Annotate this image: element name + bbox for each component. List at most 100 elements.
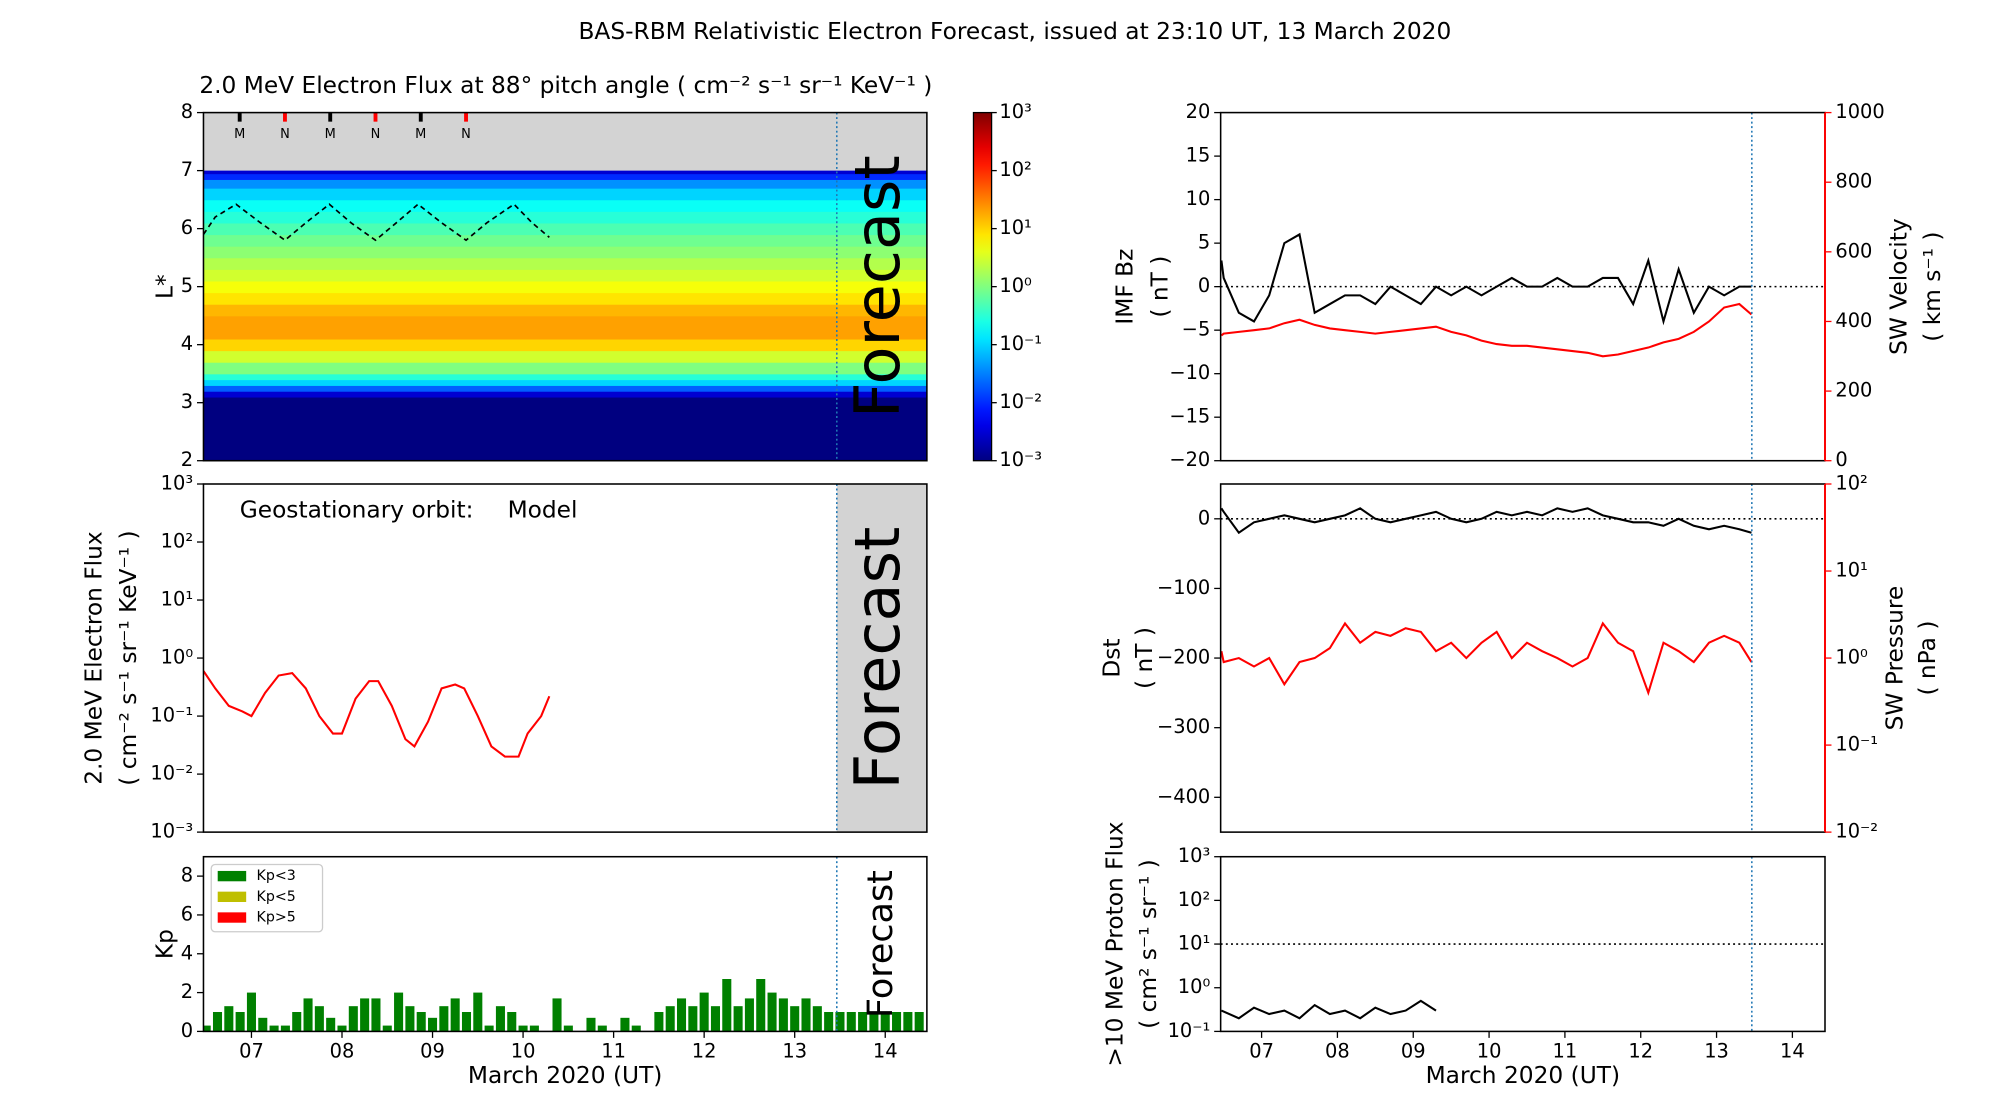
kp-bar	[767, 992, 777, 1032]
series-line	[1220, 302, 1753, 358]
mn-marker-label: N	[280, 127, 290, 142]
kp-bar	[280, 1025, 290, 1032]
y-tick-label: 8	[181, 100, 193, 123]
kp-bar	[676, 998, 687, 1032]
forecast-label: Forecast	[841, 155, 914, 418]
colorbar-tick-label: 10⁻¹	[999, 332, 1042, 355]
kp-bar	[337, 1025, 347, 1032]
y2-axis-label: ( nPa )	[1914, 621, 1941, 696]
y-tick-label: −10	[1169, 361, 1210, 384]
no-data-region	[203, 112, 927, 171]
kp-bar	[495, 1006, 505, 1032]
kp-bar	[269, 1025, 279, 1032]
y-axis-label: 2.0 MeV Electron Flux	[80, 531, 107, 785]
y-tick-label: 3	[181, 390, 193, 413]
y2-axis-label: SW Pressure	[1882, 586, 1909, 731]
kp-bar	[892, 1012, 902, 1032]
figure-title: BAS-RBM Relativistic Electron Forecast, …	[578, 18, 1451, 45]
kp-bar	[812, 1006, 822, 1032]
kp-bar	[620, 1017, 630, 1032]
legend-label: Kp<5	[257, 889, 296, 905]
kp-bar	[654, 1012, 664, 1032]
y-tick-label: 10⁻¹	[150, 704, 193, 727]
y-tick-label: 20	[1186, 100, 1211, 123]
heatmap-cell	[203, 257, 927, 270]
y-tick-label: 10¹	[1178, 932, 1210, 955]
y2-tick-label: 10⁻²	[1835, 820, 1878, 843]
kp-bar	[552, 998, 562, 1032]
mn-marker-label: N	[461, 127, 471, 142]
y-axis-label: ( cm⁻² s⁻¹ sr⁻¹ KeV⁻¹ )	[115, 530, 142, 785]
panel-title: 2.0 MeV Electron Flux at 88° pitch angle…	[199, 72, 932, 99]
kp-bar	[756, 979, 766, 1032]
kp-bar	[212, 1012, 223, 1032]
colorbar-tick-label: 10¹	[999, 216, 1031, 239]
heatmap-cell	[203, 211, 927, 224]
heatmap-cell	[203, 234, 927, 247]
mn-marker-label: M	[325, 127, 336, 142]
heatmap-cell	[203, 338, 927, 352]
kp-bar	[597, 1025, 607, 1032]
x-tick-label: 10	[1477, 1040, 1502, 1063]
kp-bar	[914, 1012, 924, 1032]
y-tick-label: 10³	[161, 472, 193, 495]
series-line	[1220, 232, 1752, 326]
kp-bar	[688, 1006, 698, 1032]
series-line	[203, 670, 551, 758]
heatmap-cell	[203, 246, 927, 259]
y-tick-label: 10	[1186, 187, 1211, 210]
kp-bar	[224, 1006, 234, 1032]
y-axis-label: ( nT )	[1131, 627, 1158, 689]
kp-bar	[880, 1012, 890, 1032]
legend-swatch	[217, 891, 247, 902]
y-tick-label: 8	[181, 864, 193, 887]
y-tick-label: 10³	[1178, 844, 1210, 867]
kp-bar	[416, 1012, 426, 1032]
annotation: Geostationary orbit:	[240, 497, 474, 524]
heatmap-cell	[203, 304, 927, 317]
kp-bar	[835, 1012, 845, 1032]
plot-area: Forecast	[203, 870, 924, 1032]
kp-bar	[665, 1006, 675, 1032]
axes-frame	[202, 855, 928, 1033]
y-axis-label: IMF Bz	[1112, 249, 1139, 325]
y-tick-label: 10⁻¹	[1168, 1019, 1211, 1042]
y-tick-label: 2	[181, 448, 193, 471]
y2-tick-label: 600	[1835, 239, 1872, 262]
heatmap-cell	[203, 222, 927, 236]
kp-bar	[394, 992, 404, 1032]
y2-tick-label: 0	[1835, 448, 1847, 471]
y2-tick-label: 10²	[1835, 472, 1867, 495]
heatmap-cell	[203, 280, 927, 294]
y2-tick-label: 200	[1835, 379, 1872, 402]
y-tick-label: 10⁻³	[150, 820, 193, 843]
kp-bar	[858, 1012, 868, 1032]
kp-bar	[733, 1006, 743, 1032]
y-tick-label: −20	[1169, 448, 1210, 471]
series-line	[1220, 621, 1753, 696]
kp-bar	[869, 1012, 879, 1032]
plot-area: Forecast	[203, 484, 927, 833]
plot-area: Forecast	[203, 112, 927, 461]
y-axis-label: ( nT )	[1147, 256, 1174, 318]
kp-bar	[846, 1012, 856, 1032]
y-tick-label: 0	[1198, 506, 1210, 529]
y-tick-label: 10⁰	[161, 646, 194, 669]
y-tick-label: 7	[181, 158, 193, 181]
lstar-line	[203, 203, 550, 242]
plot-area	[1220, 507, 1753, 696]
x-tick-label: 08	[1325, 1040, 1350, 1063]
kp-bar	[699, 992, 709, 1032]
legend-swatch	[217, 912, 247, 923]
kp-bar	[314, 1006, 324, 1032]
y-axis-label: >10 MeV Proton Flux	[1101, 821, 1128, 1066]
series-line	[1220, 507, 1752, 535]
mn-marker-label: M	[415, 127, 426, 142]
heatmap-cell	[203, 396, 927, 461]
heatmap-cell	[203, 315, 927, 328]
forecast-region	[836, 484, 927, 833]
colorbar-tick-label: 10⁰	[999, 274, 1032, 297]
heatmap-cell	[203, 173, 927, 180]
x-tick-label: 08	[330, 1040, 355, 1063]
